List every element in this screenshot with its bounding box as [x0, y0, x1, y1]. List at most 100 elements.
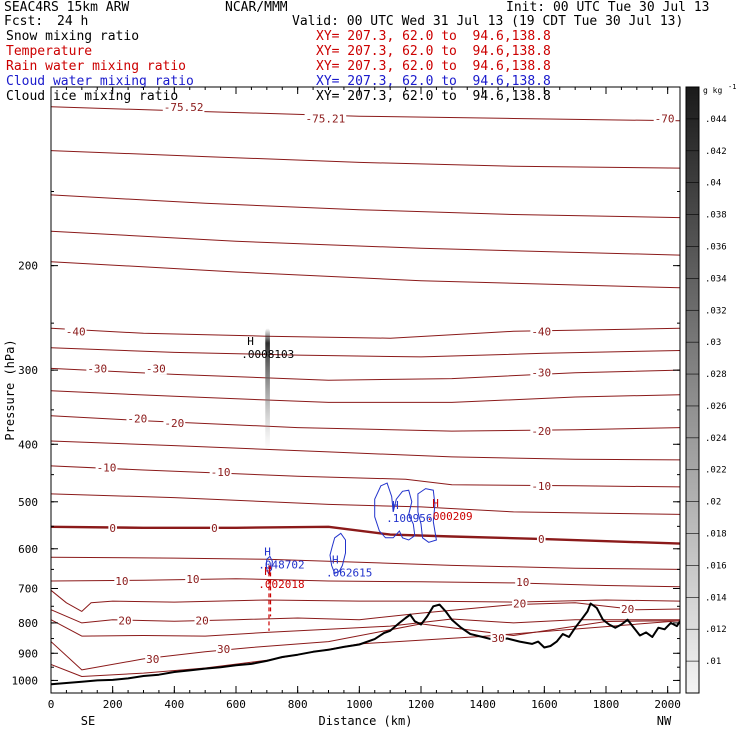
x-axis-label: Distance (km) [319, 714, 413, 728]
colorbar-tick-label: .04 [705, 179, 721, 189]
colorbar-tick-label: .032 [705, 306, 727, 316]
temperature-contour [51, 347, 680, 358]
temperature-contour [51, 556, 680, 570]
field-xy-cloud-water: XY= 207.3, 62.0 to 94.6,138.8 [316, 74, 551, 89]
temperature-label-bg [530, 479, 553, 492]
temperature-label-bg [162, 100, 205, 113]
temperature-label-bg [145, 652, 161, 665]
cloud-water-contour [265, 555, 273, 575]
y-tick-label: 300 [18, 364, 38, 377]
temperature-contour [51, 106, 680, 122]
colorbar-tick-label: .03 [705, 338, 721, 348]
temperature-contour [51, 194, 680, 219]
temperature-label: 10 [115, 575, 128, 588]
temperature-label-bg [653, 112, 676, 125]
temperature-contour [51, 465, 680, 488]
temperature-label: -40 [531, 325, 551, 338]
field-xy-rain: XY= 207.3, 62.0 to 94.6,138.8 [316, 59, 551, 74]
colorbar-tick-label: .038 [705, 211, 727, 221]
temperature-contour [51, 493, 680, 515]
temperature-label: -40 [66, 325, 86, 338]
x-tick-label: 0 [48, 698, 55, 711]
rain-water-max-marker: H [432, 497, 439, 510]
fcst-label: Fcst: [4, 14, 44, 29]
colorbar-tick-label: .024 [705, 434, 727, 444]
temperature-label-bg [304, 112, 347, 125]
x-tick-label: 2000 [654, 698, 681, 711]
field-label-cloud-water: Cloud water mixing ratio [6, 74, 194, 89]
y-tick-label: 800 [18, 617, 38, 630]
temperature-label-bg [209, 465, 232, 478]
x-tick-label: 600 [226, 698, 246, 711]
cloud-water-max-marker: H [332, 553, 339, 566]
temperature-label-bg [194, 614, 210, 627]
snow-shading [265, 328, 270, 451]
colorbar-tick-label: .044 [705, 115, 727, 125]
temperature-contour [51, 620, 680, 671]
temperature-contour [51, 230, 680, 256]
temperature-contour [51, 261, 680, 289]
temperature-contour [51, 440, 680, 461]
field-label-snow: Snow mixing ratio [6, 29, 140, 44]
temperature-label-bg [536, 533, 546, 546]
temperature-label: -10 [211, 466, 231, 479]
snow-max-value: .0008103 [241, 348, 294, 361]
temperature-label: -30 [146, 362, 166, 375]
temperature-label: -20 [164, 417, 184, 430]
rain-water-max-value: .002018 [258, 578, 304, 591]
x-tick-label: 400 [164, 698, 184, 711]
temperature-label-bg [530, 366, 553, 379]
y-tick-label: 1000 [12, 674, 39, 687]
temperature-label-bg [86, 362, 109, 375]
temperature-label: 20 [118, 614, 131, 627]
colorbar-tick-label: .028 [705, 370, 727, 380]
temperature-label-bg [619, 603, 636, 616]
temperature-label-bg [216, 642, 232, 655]
temperature-contour [51, 578, 680, 588]
cloud-water-max-value: .062615 [326, 566, 372, 579]
cloud-water-max-marker: H [392, 499, 399, 512]
colorbar [685, 86, 700, 694]
colorbar-tick-label: .012 [705, 625, 727, 635]
temperature-contour [51, 589, 680, 612]
temperature-contour [51, 525, 680, 545]
colorbar-unit: g kg [703, 86, 722, 95]
cloud-water-max-value: .100956 [386, 512, 432, 525]
temperature-label: -70 [655, 112, 675, 125]
x-tick-label: 200 [103, 698, 123, 711]
colorbar-tick-label: .042 [705, 147, 727, 157]
field-label-temperature: Temperature [6, 44, 93, 59]
x-tick-label: 800 [288, 698, 308, 711]
temperature-label: 30 [146, 653, 159, 666]
temperature-label-bg [126, 412, 149, 425]
colorbar-tick-label: .02 [705, 498, 721, 508]
x-end-label-left: SE [81, 714, 95, 728]
rain-water-max-marker: H [264, 565, 271, 578]
temperature-label: -30 [87, 362, 107, 375]
temperature-label-bg [114, 575, 130, 588]
cloud-water-contour [329, 532, 346, 574]
temperature-label: -10 [97, 462, 117, 475]
temperature-label: -20 [531, 425, 551, 438]
x-tick-label: 1600 [531, 698, 558, 711]
temperature-label-bg [144, 362, 167, 375]
temperature-label: 0 [211, 522, 218, 535]
temperature-label: -10 [531, 480, 551, 493]
y-tick-label: 700 [18, 583, 38, 596]
temperature-label: 20 [621, 603, 634, 616]
temperature-label: 30 [217, 643, 230, 656]
model-title: SEAC4RS 15km ARW [4, 0, 130, 15]
colorbar-tick-label: .014 [705, 593, 727, 603]
rain-water-max-value: .000209 [426, 510, 472, 523]
y-tick-label: 400 [18, 438, 38, 451]
temperature-label: 20 [195, 614, 208, 627]
valid-time: Valid: 00 UTC Wed 31 Jul 13 (19 CDT Tue … [292, 14, 684, 29]
temperature-contour [51, 602, 680, 624]
field-xy-temperature: XY= 207.3, 62.0 to 94.6,138.8 [316, 44, 551, 59]
x-tick-label: 1200 [408, 698, 435, 711]
temperature-label: 10 [516, 576, 529, 589]
field-label-cloud-ice: Cloud ice mixing ratio [6, 89, 179, 104]
snow-max-marker: H [247, 335, 254, 348]
temperature-label: 30 [491, 632, 504, 645]
